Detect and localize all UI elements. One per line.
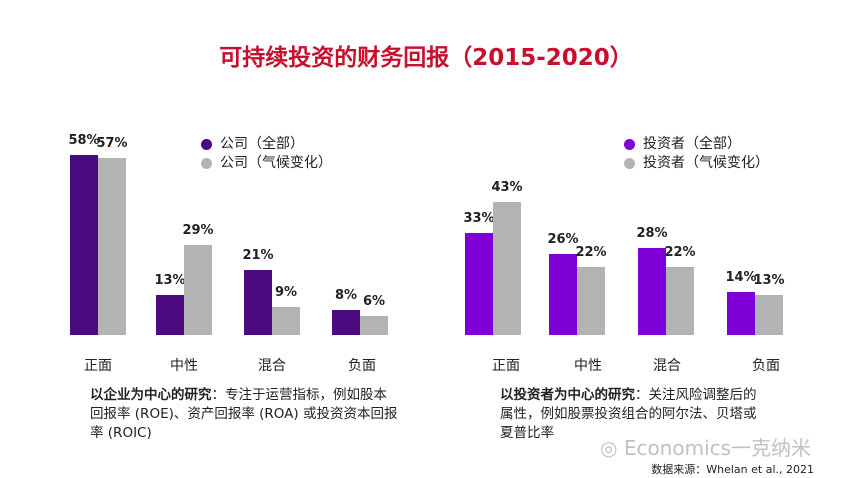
note-heading: 以投资者为中心的研究 [500, 387, 635, 403]
data-label: 14% [725, 269, 757, 285]
note-text: ：专注于运营指标，例如股本回报率 (ROE)、资产回报率 (ROA) 或投资资本… [90, 387, 398, 441]
legend-item: 公司（气候变化） [201, 154, 332, 173]
bar [465, 232, 493, 335]
category-label: 正面 [492, 358, 520, 374]
category-label: 中性 [170, 358, 198, 374]
page-title: 可持续投资的财务回报（2015-2020） [219, 45, 633, 71]
legend-item: 公司（全部） [201, 135, 332, 154]
investor-legend: 投资者（全部） 投资者（气候变化） [624, 135, 769, 173]
legend-item: 投资者（全部） [624, 135, 769, 154]
legend-label: 公司（全部） [220, 136, 304, 152]
data-label: 29% [182, 223, 214, 239]
legend-item: 投资者（气候变化） [624, 154, 769, 173]
bar [98, 158, 126, 335]
bar [549, 254, 577, 335]
bar [272, 307, 300, 335]
bar [727, 291, 755, 335]
data-label: 8% [334, 288, 358, 304]
bar [184, 245, 212, 335]
bar [638, 248, 666, 335]
data-label: 58% [68, 133, 100, 149]
data-label: 43% [491, 179, 523, 195]
bar [755, 294, 783, 335]
category-label: 混合 [258, 358, 286, 374]
bar [493, 201, 521, 335]
data-label: 13% [753, 272, 785, 288]
data-label: 22% [575, 244, 607, 260]
bar [332, 310, 360, 335]
data-label: 21% [242, 247, 274, 263]
legend-swatch [624, 158, 635, 169]
data-label: 28% [636, 226, 668, 242]
data-label: 33% [463, 210, 495, 226]
legend-swatch [624, 139, 635, 150]
data-label: 9% [274, 285, 298, 301]
bar [577, 266, 605, 335]
legend-swatch [201, 158, 212, 169]
wechat-icon: ◎ [600, 436, 624, 460]
legend-label: 公司（气候变化） [220, 155, 332, 171]
data-label: 13% [154, 272, 186, 288]
note-text: ：关注风险调整后的属性，例如股票投资组合的阿尔法、贝塔或夏普比率 [500, 387, 757, 441]
category-label: 负面 [348, 358, 376, 374]
company-note: 以企业为中心的研究：专注于运营指标，例如股本回报率 (ROE)、资产回报率 (R… [90, 386, 400, 443]
bar [360, 316, 388, 335]
category-label: 负面 [752, 358, 780, 374]
data-label: 57% [96, 136, 128, 152]
legend-swatch [201, 139, 212, 150]
data-label: 26% [547, 232, 579, 248]
category-label: 混合 [653, 358, 681, 374]
category-label: 正面 [84, 358, 112, 374]
legend-label: 投资者（气候变化） [643, 155, 769, 171]
note-heading: 以企业为中心的研究 [90, 387, 212, 403]
bar [244, 269, 272, 335]
data-label: 22% [664, 244, 696, 260]
watermark: ◎ Economics一克纳米 [600, 432, 811, 461]
bar [156, 294, 184, 335]
company-legend: 公司（全部） 公司（气候变化） [201, 135, 332, 173]
legend-label: 投资者（全部） [643, 136, 741, 152]
bar [70, 155, 98, 335]
source-note: 数据来源：Whelan et al., 2021 [651, 463, 814, 476]
watermark-text: Economics一克纳米 [623, 436, 812, 460]
data-label: 6% [362, 294, 386, 310]
category-label: 中性 [574, 358, 602, 374]
bar [666, 266, 694, 335]
investor-note: 以投资者为中心的研究：关注风险调整后的属性，例如股票投资组合的阿尔法、贝塔或夏普… [500, 386, 760, 443]
